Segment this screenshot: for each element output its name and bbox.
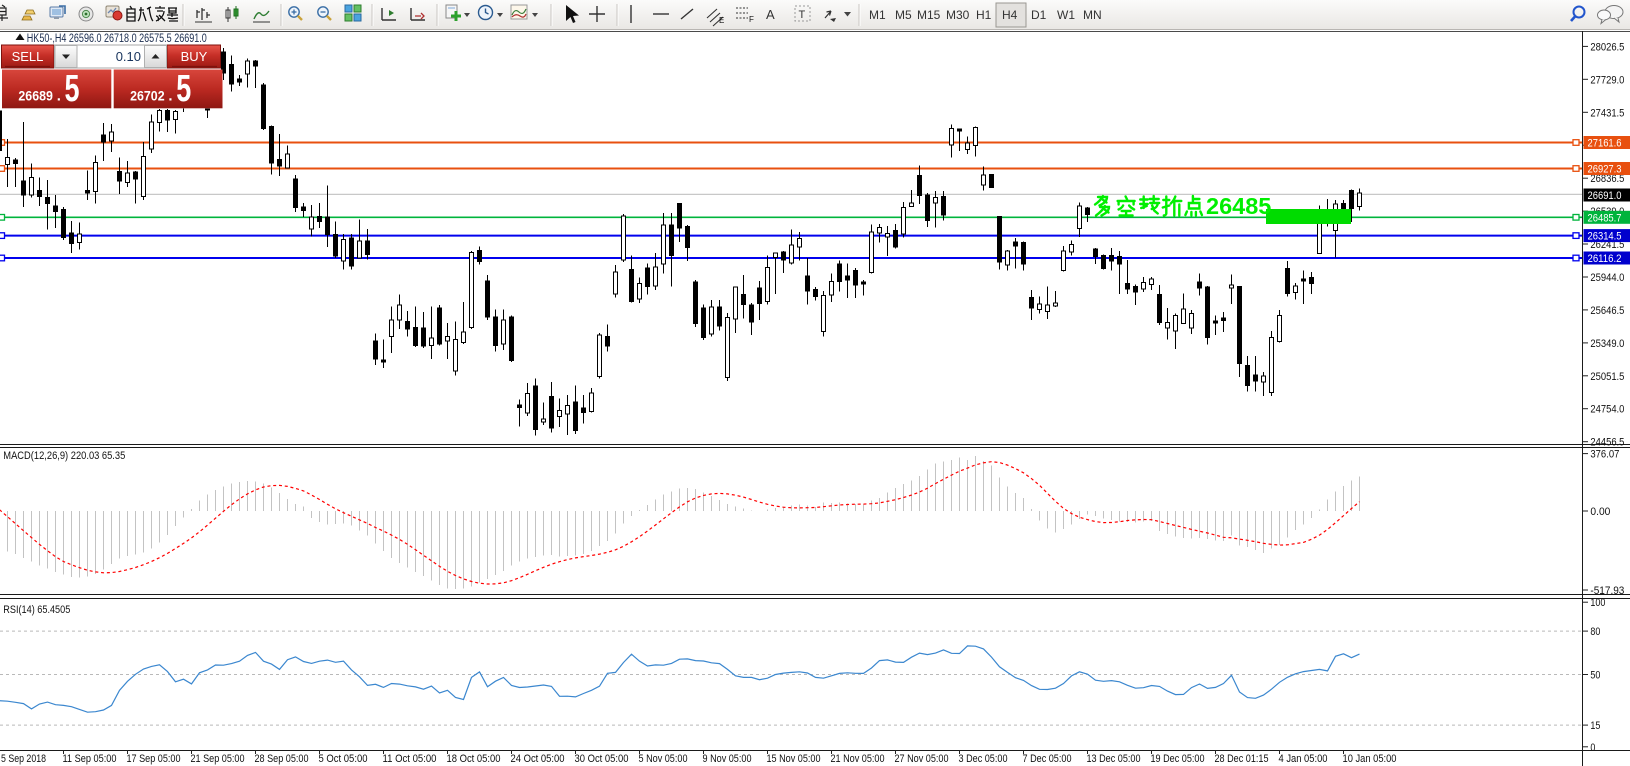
svg-text:9 Nov 05:00: 9 Nov 05:00 [703, 753, 752, 765]
svg-text:21 Sep 05:00: 21 Sep 05:00 [191, 753, 245, 765]
svg-text:24456.5: 24456.5 [1590, 437, 1624, 449]
svg-text:5 Nov 05:00: 5 Nov 05:00 [639, 753, 688, 765]
svg-text:M5: M5 [895, 8, 912, 22]
svg-text:27729.0: 27729.0 [1590, 74, 1624, 86]
svg-text:M15: M15 [917, 8, 941, 22]
svg-text:28 Sep 05:00: 28 Sep 05:00 [255, 753, 309, 765]
svg-text:13 Dec 05:00: 13 Dec 05:00 [1087, 753, 1141, 765]
svg-text:30 Oct 05:00: 30 Oct 05:00 [575, 753, 629, 765]
svg-text:25944.0: 25944.0 [1590, 272, 1624, 284]
svg-text:25051.5: 25051.5 [1590, 371, 1624, 383]
svg-text:18 Oct 05:00: 18 Oct 05:00 [447, 753, 501, 765]
svg-text:21 Nov 05:00: 21 Nov 05:00 [831, 753, 885, 765]
svg-text:26116.2: 26116.2 [1588, 253, 1622, 265]
svg-text:T: T [799, 9, 806, 21]
svg-text:26836.5: 26836.5 [1590, 173, 1624, 185]
svg-text:E: E [719, 16, 724, 25]
svg-text:0.00: 0.00 [1590, 506, 1610, 518]
svg-text:25349.0: 25349.0 [1590, 338, 1624, 350]
svg-text:80: 80 [1590, 626, 1600, 638]
svg-text:28026.5: 28026.5 [1590, 41, 1624, 53]
svg-text:.: . [57, 88, 61, 105]
svg-text:A: A [766, 7, 775, 22]
svg-text:.: . [168, 88, 172, 105]
svg-text:MACD(12,26,9) 220.03 65.35: MACD(12,26,9) 220.03 65.35 [3, 450, 125, 462]
svg-text:17 Sep 05:00: 17 Sep 05:00 [127, 753, 181, 765]
svg-text:MN: MN [1083, 8, 1102, 22]
svg-text:7 Dec 05:00: 7 Dec 05:00 [1023, 753, 1072, 765]
svg-text:0.10: 0.10 [116, 49, 141, 64]
svg-text:RSI(14) 65.4505: RSI(14) 65.4505 [3, 604, 70, 616]
svg-text:25646.5: 25646.5 [1590, 305, 1624, 317]
svg-text:F: F [749, 15, 754, 24]
svg-text:10 Jan 05:00: 10 Jan 05:00 [1343, 753, 1397, 765]
svg-text:3 Dec 05:00: 3 Dec 05:00 [959, 753, 1008, 765]
svg-text:15 Nov 05:00: 15 Nov 05:00 [767, 753, 821, 765]
svg-text:5 Sep 2018: 5 Sep 2018 [1, 753, 46, 765]
svg-text:0: 0 [1590, 742, 1595, 754]
svg-text:D1: D1 [1031, 8, 1047, 22]
svg-text:26314.5: 26314.5 [1588, 231, 1622, 243]
svg-text:26485.7: 26485.7 [1588, 212, 1622, 224]
svg-text:M30: M30 [946, 8, 970, 22]
svg-text:M1: M1 [869, 8, 886, 22]
svg-text:15: 15 [1590, 720, 1600, 732]
svg-text:26702: 26702 [130, 89, 165, 104]
svg-text:W1: W1 [1057, 8, 1075, 22]
svg-text:26691.0: 26691.0 [1588, 190, 1622, 202]
svg-text:-517.93: -517.93 [1590, 585, 1624, 597]
svg-text:50: 50 [1590, 670, 1600, 682]
svg-text:5: 5 [176, 68, 191, 110]
svg-text:26689: 26689 [18, 89, 53, 104]
svg-text:H4: H4 [1002, 8, 1018, 22]
svg-text:5: 5 [65, 68, 80, 110]
svg-text:24 Oct 05:00: 24 Oct 05:00 [511, 753, 565, 765]
svg-text:H1: H1 [976, 8, 992, 22]
svg-text:28 Dec 01:15: 28 Dec 01:15 [1215, 753, 1269, 765]
svg-text:11 Sep 05:00: 11 Sep 05:00 [63, 753, 117, 765]
svg-text:HK50-,H4 26596.0 26718.0 2657: HK50-,H4 26596.0 26718.0 26575.5 26691.0 [27, 33, 207, 45]
svg-text:27431.5: 27431.5 [1590, 107, 1624, 119]
svg-text:376.07: 376.07 [1590, 449, 1619, 461]
svg-text:11 Oct 05:00: 11 Oct 05:00 [383, 753, 437, 765]
svg-text:4 Jan 05:00: 4 Jan 05:00 [1279, 753, 1328, 765]
svg-text:26485: 26485 [1206, 193, 1271, 219]
svg-text:27 Nov 05:00: 27 Nov 05:00 [895, 753, 949, 765]
svg-text:24754.0: 24754.0 [1590, 404, 1624, 416]
svg-text:19 Dec 05:00: 19 Dec 05:00 [1151, 753, 1205, 765]
svg-text:100: 100 [1590, 597, 1605, 609]
svg-text:5 Oct 05:00: 5 Oct 05:00 [319, 753, 368, 765]
svg-text:SELL: SELL [12, 49, 44, 64]
svg-text:26927.3: 26927.3 [1588, 164, 1622, 176]
svg-text:27161.6: 27161.6 [1588, 138, 1622, 150]
svg-text:BUY: BUY [181, 49, 208, 64]
